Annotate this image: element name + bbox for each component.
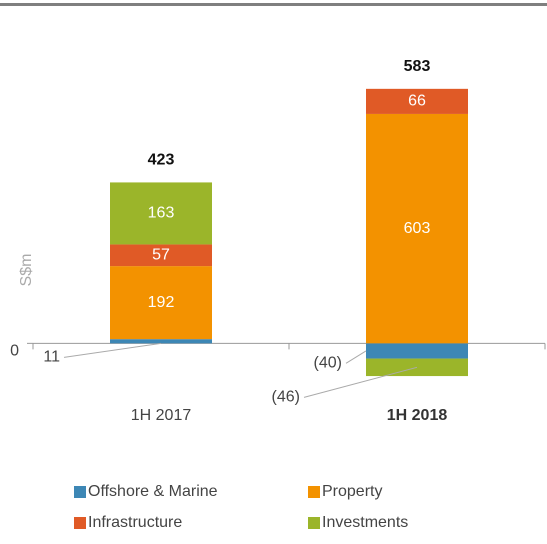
bar-segment bbox=[366, 343, 468, 359]
y-tick-label: 0 bbox=[10, 343, 19, 360]
bar-segment bbox=[366, 113, 468, 344]
legend-swatch bbox=[74, 486, 86, 498]
total-label: 583 bbox=[404, 58, 431, 75]
bar-segment bbox=[110, 266, 212, 340]
top-rule bbox=[0, 3, 547, 6]
value-label: (40) bbox=[314, 355, 342, 372]
leader-line bbox=[303, 366, 418, 398]
leader-line bbox=[63, 342, 162, 358]
bar-segment bbox=[110, 182, 212, 245]
value-label: 192 bbox=[148, 294, 175, 311]
legend-swatch bbox=[308, 486, 320, 498]
bar-segment bbox=[110, 244, 212, 267]
y-axis-label: S$m bbox=[18, 254, 35, 287]
value-label: (46) bbox=[272, 389, 300, 406]
x-tick-label: 1H 2017 bbox=[131, 407, 192, 424]
bar-segment bbox=[110, 339, 212, 344]
value-label: 57 bbox=[152, 246, 170, 263]
leader-line bbox=[345, 350, 367, 364]
legend-label: Property bbox=[322, 483, 382, 500]
total-label: 423 bbox=[148, 152, 175, 169]
legend-swatch bbox=[308, 517, 320, 529]
value-label: 66 bbox=[408, 93, 426, 110]
value-label: 603 bbox=[404, 220, 431, 237]
legend-label: Offshore & Marine bbox=[88, 483, 218, 500]
value-label: 163 bbox=[148, 205, 175, 222]
legend-swatch bbox=[74, 517, 86, 529]
legend-label: Investments bbox=[322, 514, 408, 531]
x-tick-label: 1H 2018 bbox=[387, 407, 448, 424]
legend-label: Infrastructure bbox=[88, 514, 182, 531]
bar-segment bbox=[366, 88, 468, 114]
value-label: 11 bbox=[43, 349, 60, 366]
